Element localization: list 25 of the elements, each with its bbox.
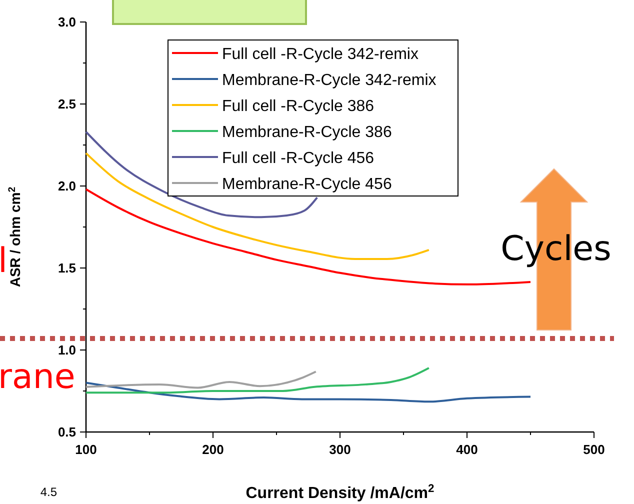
- line-series: [85, 152, 430, 260]
- y-tick-label: 2.0: [58, 178, 76, 194]
- y-tick-label: 2.5: [58, 96, 76, 112]
- x-tick-label: 200: [202, 442, 224, 457]
- x-tick-label: 400: [456, 442, 478, 457]
- text: l: [0, 241, 8, 281]
- legend-label: Full cell -R-Cycle 342-remix: [222, 46, 418, 63]
- x-tick-label: 300: [329, 442, 351, 457]
- line-series: [85, 370, 317, 389]
- legend-label: Full cell -R-Cycle 456: [222, 150, 374, 167]
- text: rane: [0, 357, 76, 397]
- legend-label: Membrane-R-Cycle 456: [222, 176, 392, 193]
- y-tick-label: 3.0: [58, 14, 76, 30]
- x-tick-label: 100: [75, 442, 97, 457]
- line-series: [85, 382, 532, 403]
- legend-label: Membrane-R-Cycle 386: [222, 124, 392, 141]
- text: 4.5: [40, 485, 58, 499]
- legend-label: Full cell -R-Cycle 386: [222, 98, 374, 115]
- x-tick-label: 500: [583, 442, 605, 457]
- legend-label: Membrane-R-Cycle 342-remix: [222, 72, 436, 89]
- x-axis-title: Current Density /mA/cm$^{2}$: [246, 483, 434, 502]
- y-tick-label: 1.5: [58, 260, 76, 276]
- y-tick-label: 0.5: [58, 424, 76, 440]
- y-tick-label: 1.0: [58, 342, 76, 358]
- line-series: [85, 367, 430, 394]
